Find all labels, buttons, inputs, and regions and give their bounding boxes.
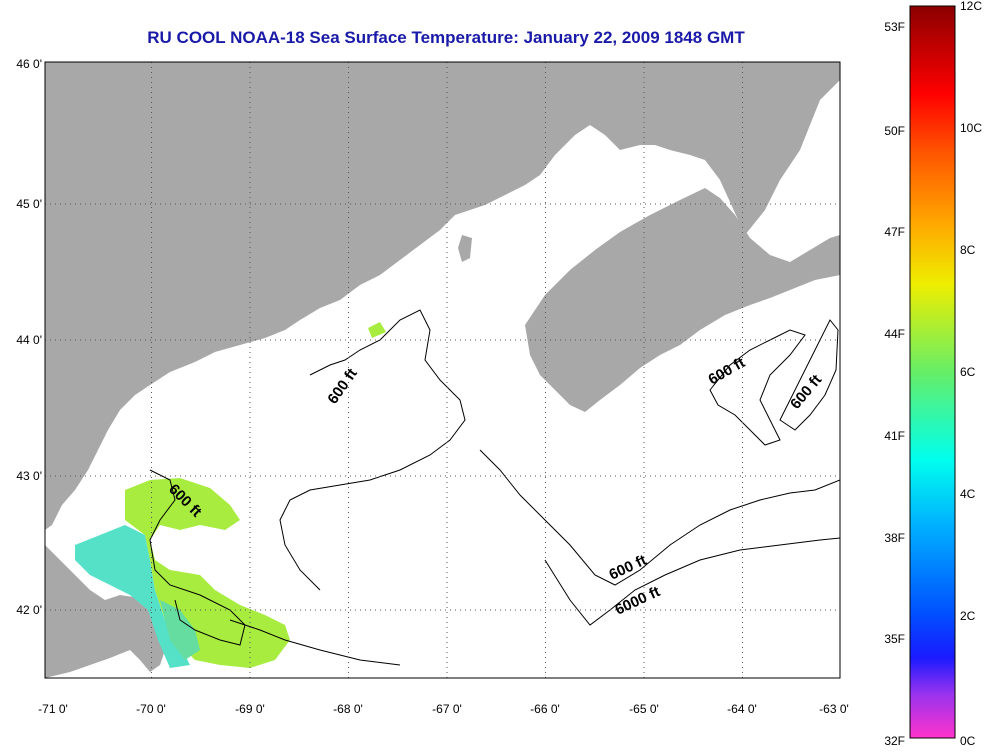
sst-patch-teal [160,600,200,660]
colorbar-c-label: 2C [960,609,976,623]
y-tick-label: 46 0' [16,57,42,71]
mainland-land [45,62,840,530]
colorbar-c-label: 10C [960,121,982,135]
x-tick-label: -68 0' [333,702,363,716]
x-tick-label: -64 0' [727,702,757,716]
map-border [44,61,841,679]
colorbar-c-labels: 12C 10C 8C 6C 4C 2C 0C [960,0,982,748]
map-title: RU COOL NOAA-18 Sea Surface Temperature:… [147,28,745,47]
colorbar-c-label: 12C [960,0,982,13]
sst-patch-green-north [368,322,386,338]
island [458,235,472,262]
colorbar-f-label: 47F [884,225,905,239]
y-axis: 46 0' 45 0' 44 0' 43 0' 42 0' [16,57,42,617]
colorbar-f-label: 53F [884,20,905,34]
x-tick-label: -69 0' [235,702,265,716]
cape-cod-land [45,545,165,678]
y-tick-label: 45 0' [16,197,42,211]
x-tick-label: -63 0' [819,702,849,716]
x-tick-label: -65 0' [629,702,659,716]
x-tick-label: -67 0' [432,702,462,716]
colorbar-c-label: 4C [960,487,976,501]
y-tick-label: 43 0' [16,469,42,483]
colorbar-f-label: 35F [884,632,905,646]
colorbar-c-label: 6C [960,365,976,379]
x-axis: -71 0' -70 0' -69 0' -68 0' -67 0' -66 0… [38,702,849,716]
x-tick-label: -70 0' [136,702,166,716]
x-tick-label: -66 0' [530,702,560,716]
nova-scotia-land [525,188,840,412]
colorbar-f-labels: 53F 50F 47F 44F 41F 38F 35F 32F [884,20,905,748]
colorbar-c-label: 8C [960,243,976,257]
x-tick-label: -71 0' [38,702,68,716]
colorbar-f-label: 32F [884,734,905,748]
y-tick-label: 42 0' [16,603,42,617]
colorbar-f-label: 41F [884,429,905,443]
y-tick-label: 44 0' [16,333,42,347]
colorbar-c-label: 0C [960,734,976,748]
colorbar-f-label: 50F [884,124,905,138]
colorbar-f-label: 44F [884,327,905,341]
colorbar-f-label: 38F [884,531,905,545]
sst-patch-cyan [75,525,190,668]
colorbar [909,5,956,739]
